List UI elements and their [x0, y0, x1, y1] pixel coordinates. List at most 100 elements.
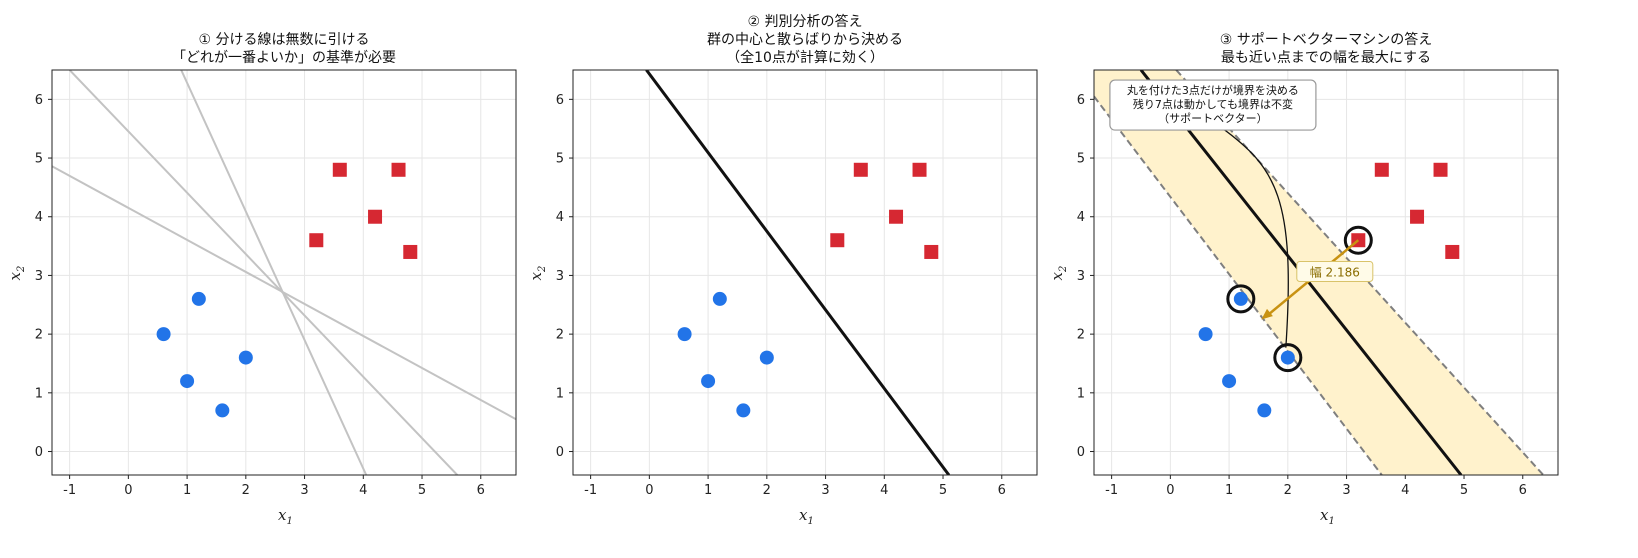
x-tick-label: 6 — [1519, 483, 1527, 498]
data-point-class-1 — [1233, 291, 1248, 306]
x-tick-label: 3 — [300, 483, 308, 498]
data-point-class-2 — [403, 244, 418, 259]
decision-boundary — [645, 70, 951, 475]
data-point-class-1 — [677, 327, 692, 342]
y-tick-label: 5 — [1077, 152, 1085, 167]
support-vector-ring — [1226, 284, 1256, 314]
y-tick-label: 2 — [1077, 328, 1085, 343]
x-tick-label: 0 — [645, 483, 653, 498]
x-tick-label: -1 — [584, 483, 597, 498]
margin-boundary-upper — [1175, 70, 1545, 475]
data-point-class-1 — [759, 350, 774, 365]
data-point-class-2 — [391, 162, 406, 177]
x-axis-label-subscript: 1 — [807, 516, 813, 527]
candidate-line — [68, 70, 458, 475]
x-tick-label: 2 — [1284, 483, 1292, 498]
margin-width-label-box — [1296, 261, 1374, 282]
plot-frame — [1093, 69, 1559, 476]
plot-frame — [51, 69, 517, 476]
x-tick-label: 1 — [704, 483, 712, 498]
margin-width-arrowhead — [1261, 308, 1273, 320]
y-tick-label: 1 — [1077, 386, 1085, 401]
y-tick-label: 2 — [35, 328, 43, 343]
plot-area — [645, 70, 951, 475]
data-point-class-1 — [1198, 327, 1213, 342]
data-point-class-2 — [1445, 244, 1460, 259]
x-axis-label: x1 — [1320, 506, 1335, 527]
y-tick-label: 0 — [556, 445, 564, 460]
x-tick-label: 6 — [477, 483, 485, 498]
x-tick-label: 3 — [821, 483, 829, 498]
x-tick-label: 0 — [1166, 483, 1174, 498]
data-point-class-2 — [1410, 209, 1425, 224]
chart-title-line: ① 分ける線は無数に引ける — [198, 32, 369, 48]
data-point-class-2 — [889, 209, 904, 224]
x-tick-label: 4 — [359, 483, 367, 498]
chart-title-line: 群の中心と散らばりから決める — [707, 32, 903, 48]
chart-title-line: ③ サポートベクターマシンの答え — [1220, 31, 1432, 48]
x-tick-label: 2 — [763, 483, 771, 498]
chart-panel-1: ① 分ける線は無数に引ける「どれが一番よいか」の基準が必要 -1 0 1 2 3 4 5 6 0 1… — [6, 32, 517, 527]
y-axis-label: x2 — [6, 266, 27, 281]
data-point-class-2 — [309, 233, 324, 248]
data-point-class-1 — [180, 374, 195, 389]
data-point-class-1 — [191, 291, 206, 306]
x-axis-label-subscript: 1 — [1328, 516, 1334, 527]
y-axis-label-subscript: 2 — [1058, 266, 1069, 273]
data-point-class-1 — [1257, 403, 1272, 418]
data-point-class-2 — [332, 162, 347, 177]
x-axis-label: x1 — [799, 506, 814, 527]
margin-width-label: 幅 2.186 — [1310, 265, 1360, 280]
y-tick-label: 5 — [556, 152, 564, 167]
data-point-class-2 — [853, 162, 868, 177]
y-tick-label: 6 — [1077, 93, 1085, 108]
y-tick-label: 3 — [556, 269, 564, 284]
y-tick-label: 1 — [35, 386, 43, 401]
y-axis-label-subscript: 2 — [537, 266, 548, 273]
y-tick-label: 3 — [1077, 269, 1085, 284]
x-tick-label: 5 — [939, 483, 947, 498]
x-tick-label: 5 — [1460, 483, 1468, 498]
x-tick-label: 3 — [1342, 483, 1350, 498]
data-point-class-2 — [924, 244, 939, 259]
chart-title-line: 最も近い点までの幅を最大にする — [1221, 50, 1431, 66]
data-point-class-2 — [368, 209, 383, 224]
x-tick-label: 6 — [998, 483, 1006, 498]
x-tick-label: 0 — [124, 483, 132, 498]
data-point-class-1 — [701, 374, 716, 389]
x-tick-label: 2 — [242, 483, 250, 498]
x-tick-label: 4 — [880, 483, 888, 498]
x-tick-label: -1 — [1105, 483, 1118, 498]
y-tick-label: 4 — [1077, 210, 1085, 225]
support-vector-ring — [1273, 343, 1303, 373]
y-tick-label: 6 — [35, 93, 43, 108]
annotation-box — [1109, 79, 1317, 131]
data-point-class-2 — [912, 162, 927, 177]
plot-frame — [572, 69, 1038, 476]
y-tick-label: 0 — [1077, 445, 1085, 460]
x-tick-label: 1 — [183, 483, 191, 498]
data-point-class-1 — [238, 350, 253, 365]
candidate-line — [180, 70, 368, 475]
x-tick-label: 1 — [1225, 483, 1233, 498]
annotation-text-line: （サポートベクター） — [1158, 112, 1268, 125]
y-tick-label: 6 — [556, 93, 564, 108]
y-tick-label: 0 — [35, 445, 43, 460]
chart-title-line: ② 判別分析の答え — [747, 13, 862, 30]
data-point-class-1 — [1280, 350, 1295, 365]
data-point-class-2 — [830, 233, 845, 248]
annotation-text-line: 丸を付けた3点だけが境界を決める — [1127, 83, 1299, 97]
x-axis-label-subscript: 1 — [286, 516, 292, 527]
y-tick-label: 1 — [556, 386, 564, 401]
y-axis-label: x2 — [1048, 266, 1069, 281]
data-point-class-1 — [1222, 374, 1237, 389]
y-tick-label: 5 — [35, 152, 43, 167]
support-vector-ring — [1343, 225, 1373, 255]
y-tick-label: 2 — [556, 328, 564, 343]
x-tick-label: 4 — [1401, 483, 1409, 498]
data-point-class-1 — [736, 403, 751, 418]
x-tick-label: 5 — [418, 483, 426, 498]
